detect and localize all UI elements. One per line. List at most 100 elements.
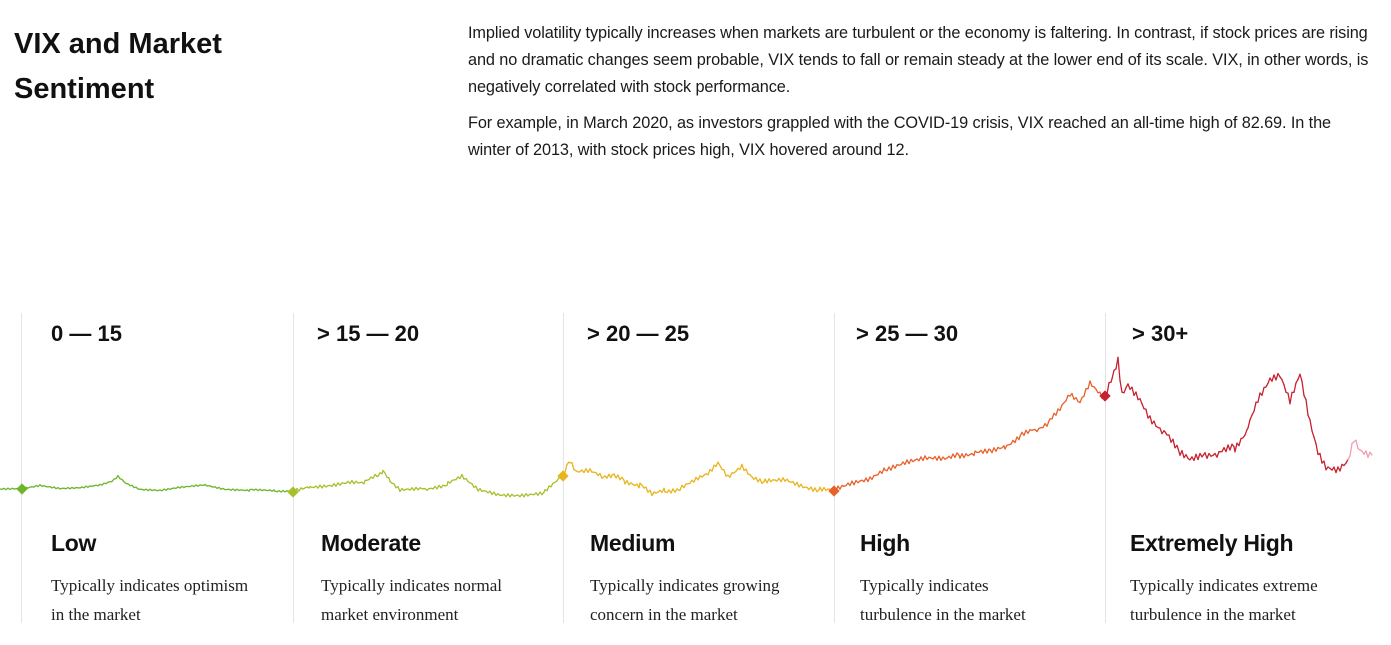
trend-line-segment [1339,463,1343,472]
trend-line-segment [1159,427,1163,435]
level-description-low: Typically indicates optimism in the mark… [51,576,249,624]
trend-line-segment [1127,383,1131,390]
trend-line-segment [853,479,857,486]
scale-divider [21,313,22,623]
trend-line-segment [1315,443,1319,456]
trend-line-segment [881,467,885,475]
trend-line-segment [1265,382,1269,388]
trend-line-segment [1141,403,1145,410]
trend-line-segment [397,486,401,493]
trend-line-segment [1345,458,1349,464]
trend-line-segment [1111,369,1115,380]
trend-line-segment [1253,401,1257,412]
trend-line-segment [1123,387,1127,394]
trend-line-segment [1004,444,1008,450]
trend-line-segment [1131,386,1135,397]
trend-line-segment [719,464,723,471]
trend-line-segment [1027,429,1031,434]
trend-line-segment [1185,454,1189,460]
trend-line-segment [1257,392,1261,403]
trend-line-segment [1177,447,1181,456]
threshold-marker [828,485,840,497]
trend-line-segment [1309,419,1313,432]
trend-line-segment [1117,356,1121,382]
trend-line-segment [1168,434,1172,443]
trend-line-segment [1095,388,1099,394]
trend-line-segment [697,475,701,481]
trend-line-segment [745,468,749,475]
trend-line-segment [1216,451,1220,458]
trend-line-segment [1244,429,1248,436]
trend-line-segment [471,483,475,488]
level-description-moderate: Typically indicates normal market enviro… [321,576,503,624]
range-extremely-high: > 30+ [1132,321,1189,346]
trend-line-segment [1051,412,1055,420]
trend-line-segment [599,472,603,479]
trend-line-segment [1323,460,1327,471]
trend-line-segment [1271,374,1275,382]
trend-line-segment [711,464,715,472]
threshold-marker [16,483,28,495]
trend-line-segment [1055,408,1059,416]
trend-line-segment [839,484,843,490]
trend-line-segment [1238,437,1242,447]
trend-line-segment [814,487,818,493]
trend-line-segment [796,481,800,488]
trend-line-segment [741,463,745,472]
trend-line-segment [1119,379,1123,393]
trend-line-segment [908,458,912,465]
trend-line-segment [571,462,575,471]
level-label-medium: Medium [590,530,676,556]
trend-line-segment [1089,380,1093,387]
trend-line-segment [1249,414,1253,421]
trend-line-segment [986,448,990,454]
trend-line-segment [995,446,999,452]
trend-line-segment [546,485,550,492]
scale-divider [1105,313,1106,623]
trend-line-segment [717,461,721,467]
trend-line-segment [755,476,759,483]
trend-line-segment [1251,410,1255,416]
level-label-high: High [860,530,910,556]
trend-line-segment [626,480,630,486]
trend-line-segment [1267,377,1271,384]
trend-line-segment [963,453,967,459]
trend-line-segment [1301,380,1305,397]
trend-line-segment [1225,444,1229,453]
trend-line-segment [1367,451,1371,458]
trend-line-segment [1229,443,1233,451]
trend-line-segment [1071,392,1075,400]
trend-line-segment [1079,396,1083,404]
trend-line-segment [1305,398,1309,416]
trend-line-segment [1349,442,1353,457]
trend-line-segment [759,478,763,484]
trend-line-segment [1075,397,1079,403]
trend-line-segment [679,484,683,491]
threshold-marker [1099,390,1111,402]
intro-paragraph-2: For example, in March 2020, as investors… [468,114,1331,159]
range-medium: > 20 — 25 [587,321,690,346]
range-low: 0 — 15 [51,321,122,346]
trend-line-segment [1149,415,1153,425]
trend-line-segment [1197,452,1201,461]
trend-line-segment [1145,408,1149,419]
trend-line-segment [1193,453,1197,462]
trend-line-segment [1311,430,1315,438]
trend-line-segment [723,469,727,477]
trend-line-segment [890,464,894,471]
trend-line-segment [871,474,875,480]
threshold-marker [287,486,299,498]
trend-line-segment [1295,378,1299,384]
trend-line-segment [894,464,898,469]
vix-sentiment-scale: 0 — 15 > 15 — 20 > 20 — 25 > 25 — 30 > 3… [0,313,1391,624]
level-label-moderate: Moderate [321,530,421,556]
trend-line-segment [1153,420,1157,427]
trend-line-segment [1234,442,1238,453]
trend-line-segment [1135,391,1139,401]
trend-line-segment [954,452,958,459]
trend-line-segment [1289,391,1293,405]
trend-line-segment [1365,450,1369,458]
level-label-extremely-high: Extremely High [1130,530,1294,556]
trend-line-segment [475,485,479,492]
scale-divider [834,313,835,623]
